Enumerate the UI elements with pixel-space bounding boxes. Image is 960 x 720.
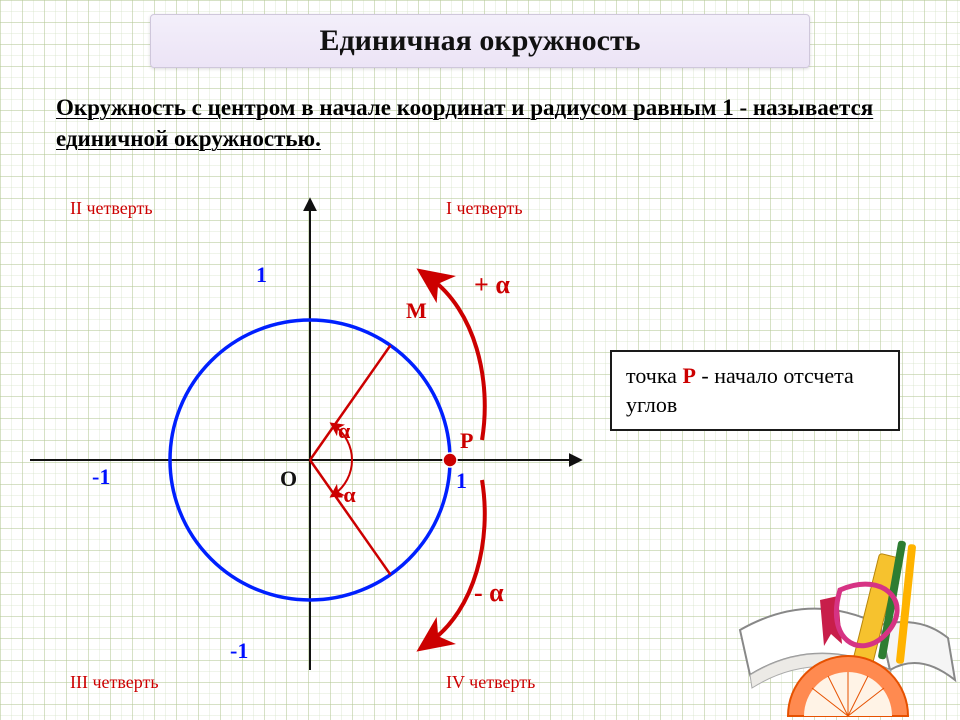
- axis-y-plus-1: 1: [256, 262, 267, 288]
- title-text: Единичная окружность: [319, 24, 640, 58]
- label-M: М: [406, 298, 427, 324]
- axis-x-plus-1: 1: [456, 468, 467, 494]
- label-neg-alpha: -α: [336, 482, 356, 508]
- note-prefix: точка: [626, 363, 682, 388]
- label-alpha: α: [338, 418, 350, 444]
- direction-arc-positive: [430, 278, 485, 440]
- axis-y-minus-1: -1: [230, 638, 248, 664]
- definition-span: Окружность с центром в начале координат …: [56, 95, 873, 151]
- note-p: Р: [682, 363, 695, 388]
- note-box: точка Р - начало отсчета углов: [610, 350, 900, 431]
- definition-text: Окружность с центром в начале координат …: [56, 92, 896, 154]
- label-O: О: [280, 466, 297, 492]
- unit-circle-diagram: 1 -1 1 -1 О М Р α -α + α - α: [20, 170, 600, 700]
- point-P: [443, 453, 457, 467]
- axis-x-minus-1: -1: [92, 464, 110, 490]
- label-minus-alpha: - α: [474, 578, 504, 608]
- diagram-svg: [20, 170, 600, 700]
- direction-arc-negative: [430, 480, 485, 642]
- label-plus-alpha: + α: [474, 270, 510, 300]
- title-banner: Единичная окружность: [150, 14, 810, 68]
- radius-neg-alpha: [310, 460, 390, 575]
- slide: Единичная окружность Окружность с центро…: [0, 0, 960, 720]
- label-P: Р: [460, 428, 473, 454]
